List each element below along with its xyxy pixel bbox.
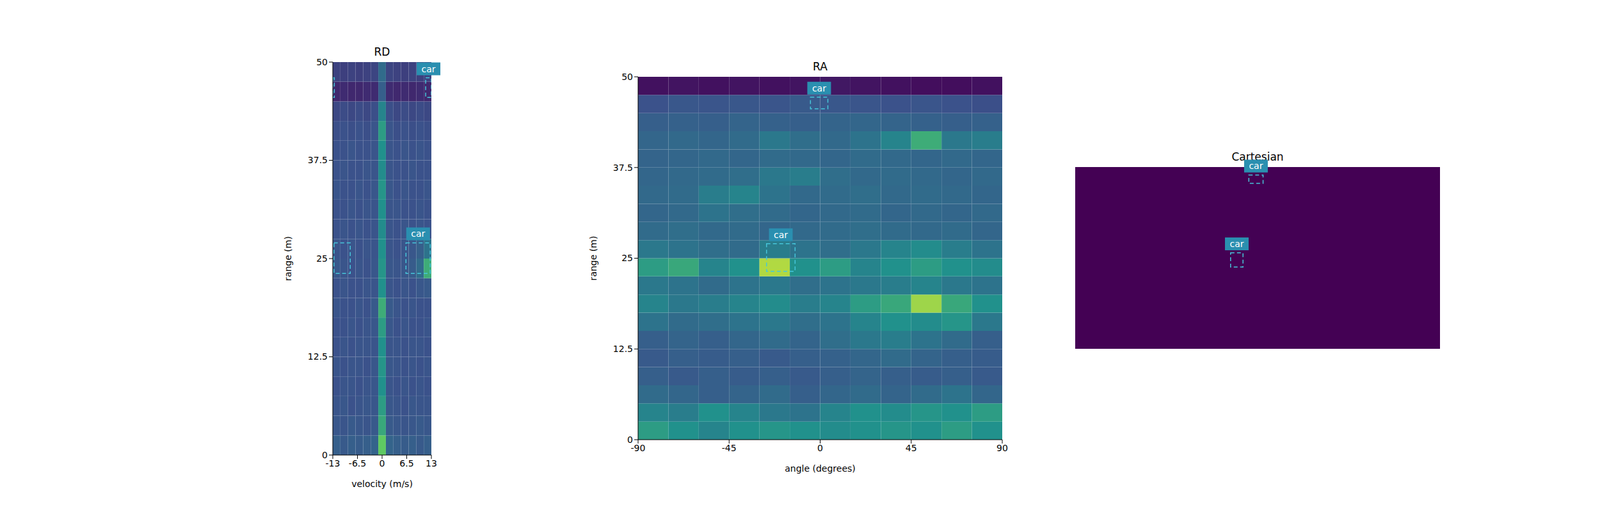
svg-text:13: 13 xyxy=(425,458,438,469)
svg-text:car: car xyxy=(773,229,788,240)
svg-text:car: car xyxy=(1248,160,1263,171)
svg-text:25: 25 xyxy=(621,252,633,264)
svg-text:range (m): range (m) xyxy=(282,236,294,281)
svg-text:car: car xyxy=(410,228,425,239)
svg-text:-45: -45 xyxy=(721,442,737,454)
svg-text:velocity (m/s): velocity (m/s) xyxy=(351,478,413,489)
svg-text:0: 0 xyxy=(379,458,386,469)
svg-text:12.5: 12.5 xyxy=(613,343,633,354)
svg-text:6.5: 6.5 xyxy=(399,458,414,469)
svg-text:0: 0 xyxy=(817,442,824,454)
svg-text:car: car xyxy=(1229,238,1244,249)
svg-text:12.5: 12.5 xyxy=(307,351,328,362)
svg-text:car: car xyxy=(812,83,827,94)
svg-text:range (m): range (m) xyxy=(588,236,599,281)
svg-text:90: 90 xyxy=(996,442,1008,454)
svg-text:-6.5: -6.5 xyxy=(348,458,367,469)
svg-text:0: 0 xyxy=(321,449,328,461)
svg-text:50: 50 xyxy=(316,56,328,68)
svg-text:25: 25 xyxy=(316,253,328,264)
svg-text:0: 0 xyxy=(627,434,633,445)
svg-text:car: car xyxy=(421,64,436,75)
svg-text:angle (degrees): angle (degrees) xyxy=(784,463,856,474)
svg-text:37.5: 37.5 xyxy=(307,154,328,166)
svg-text:45: 45 xyxy=(905,442,918,454)
svg-text:37.5: 37.5 xyxy=(613,162,633,173)
svg-text:50: 50 xyxy=(621,71,633,82)
